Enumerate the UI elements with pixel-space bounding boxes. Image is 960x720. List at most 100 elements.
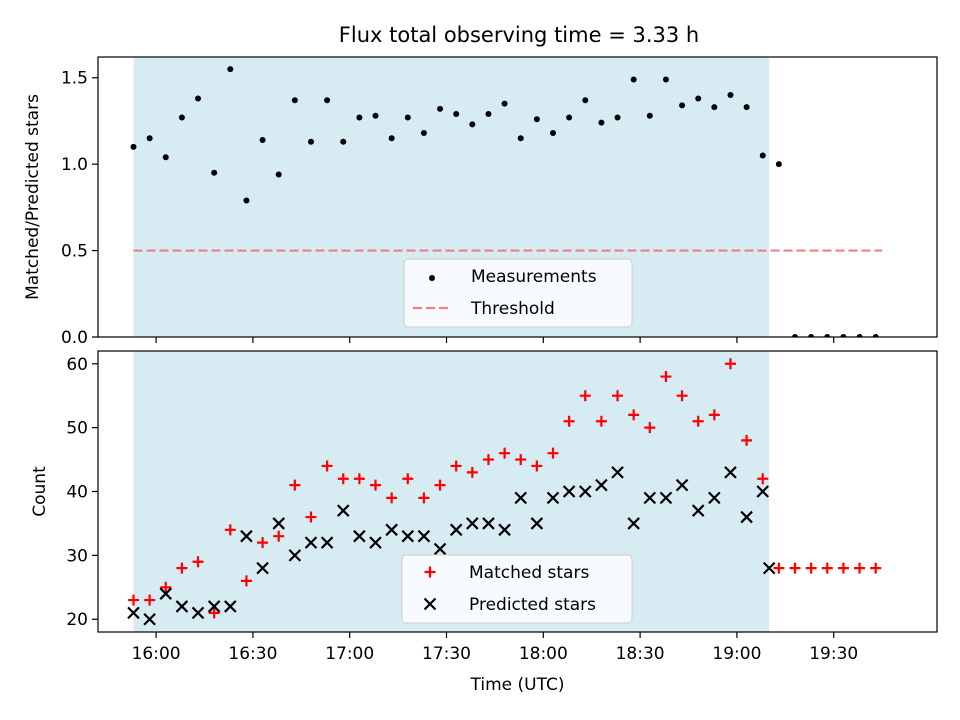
- measurement-point: [243, 197, 250, 204]
- predicted-star-point: [449, 523, 463, 537]
- bottom-legend-label: Predicted stars: [469, 595, 596, 615]
- matched-star-point: [450, 460, 462, 472]
- matched-star-point: [870, 562, 882, 574]
- predicted-star-point: [675, 478, 689, 492]
- xtick-label: 16:00: [132, 644, 181, 664]
- predicted-star-point: [466, 517, 479, 530]
- predicted-star-point: [320, 536, 334, 549]
- matched-star-point: [660, 371, 672, 383]
- predicted-star-point: [304, 536, 318, 549]
- measurement-point: [404, 114, 411, 121]
- measurement-point: [792, 334, 799, 337]
- predicted-star-point: [514, 491, 528, 505]
- measurement-point: [679, 102, 686, 109]
- predicted-star-point: [595, 478, 608, 492]
- matched-star-point: [144, 594, 156, 606]
- predicted-star-point: [385, 523, 398, 537]
- matched-star-point: [789, 562, 801, 574]
- measurement-point: [598, 119, 605, 126]
- measurement-point: [646, 112, 653, 119]
- measurement-point: [227, 66, 234, 73]
- measurement-point: [695, 95, 702, 102]
- matched-star-point: [741, 434, 753, 446]
- predicted-star-point: [643, 491, 657, 505]
- predicted-star-point: [740, 510, 753, 524]
- bottom-legend-box: [401, 554, 633, 624]
- top-legend-label: Threshold: [470, 299, 555, 319]
- measurement-point: [372, 112, 379, 119]
- matched-star-point: [676, 390, 688, 402]
- matched-star-point: [773, 562, 785, 574]
- matched-star-point: [127, 594, 139, 606]
- measurement-point: [614, 114, 621, 121]
- xtick-label: 17:00: [325, 644, 374, 664]
- predicted-star-point: [207, 600, 221, 613]
- measurement-point: [501, 100, 508, 107]
- measurement-point: [162, 154, 169, 161]
- matched-star-point: [208, 607, 220, 619]
- predicted-star-point: [288, 549, 302, 562]
- matched-star-point: [482, 454, 494, 466]
- predicted-star-point: [224, 600, 237, 613]
- matched-star-point: [224, 524, 236, 536]
- measurement-point: [840, 334, 847, 337]
- matched-star-point: [273, 530, 285, 542]
- predicted-star-point: [762, 561, 776, 575]
- matched-star-point: [499, 447, 511, 459]
- measurement-point: [872, 334, 879, 337]
- measurement-point: [566, 114, 573, 121]
- predicted-star-point: [659, 491, 673, 505]
- measurement-point: [275, 171, 282, 178]
- predicted-star-point: [175, 600, 189, 613]
- measurement-point: [437, 105, 444, 112]
- measurement-point: [808, 334, 815, 337]
- measurement-point: [356, 114, 363, 121]
- top-legend: Measurements Threshold: [403, 258, 633, 328]
- matched-star-point: [612, 390, 624, 402]
- measurement-point: [291, 97, 298, 104]
- measurement-point: [630, 76, 637, 83]
- matched-star-point: [708, 409, 720, 421]
- matched-star-point: [595, 415, 607, 427]
- matched-star-point: [854, 562, 866, 574]
- measurement-point: [662, 76, 669, 83]
- xtick-label: 18:30: [616, 644, 665, 664]
- matched-star-point: [418, 492, 430, 504]
- predicted-star-point: [401, 529, 415, 543]
- measurement-point: [485, 111, 492, 118]
- xtick-label: 17:30: [422, 644, 471, 664]
- matched-star-point: [757, 473, 769, 485]
- bottom-ytick-label: 40: [66, 483, 88, 503]
- predicted-star-point: [143, 612, 156, 626]
- matched-star-point: [644, 422, 656, 434]
- matched-star-point: [821, 562, 833, 574]
- predicted-star-point: [562, 485, 576, 498]
- top-axes-frame: [97, 56, 938, 338]
- matched-star-point: [434, 479, 446, 491]
- measurement-point: [388, 135, 395, 142]
- bottom-legend-label: Matched stars: [469, 563, 589, 583]
- predicted-star-point: [498, 523, 511, 537]
- top-ytick-label: 1.5: [61, 69, 88, 89]
- predicted-star-point: [611, 466, 624, 479]
- predicted-star-point: [546, 491, 560, 505]
- matched-star-point: [160, 581, 172, 593]
- matched-star-point: [192, 556, 204, 568]
- matched-star-point: [176, 562, 188, 574]
- measurement-point: [727, 92, 734, 99]
- predicted-star-point: [417, 529, 431, 543]
- measurement-point: [340, 138, 347, 145]
- matched-star-point: [724, 358, 736, 370]
- xtick-label: 18:00: [519, 644, 568, 664]
- matched-star-point: [579, 390, 591, 402]
- predicted-star-point: [369, 536, 382, 549]
- measurement-point: [856, 334, 863, 337]
- bottom-panel: 20 30 40 50 60 16:00 16:30 17:00 17:30 18:00 18:30…: [30, 350, 938, 695]
- predicted-star-point: [724, 466, 737, 479]
- measurement-point: [195, 95, 202, 102]
- measurement-point: [324, 97, 331, 104]
- predicted-star-point: [433, 542, 447, 556]
- measurement-point: [178, 114, 185, 121]
- matched-star-point: [628, 409, 640, 421]
- matched-star-point: [337, 473, 349, 485]
